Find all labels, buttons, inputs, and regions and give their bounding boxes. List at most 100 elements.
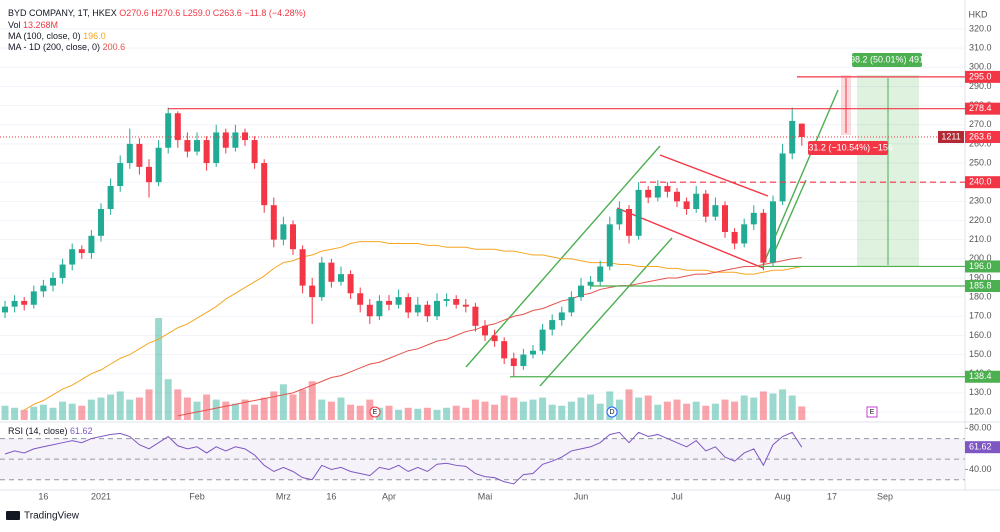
candle-body (635, 189, 642, 236)
volume-value: 13.268M (23, 20, 58, 30)
volume-bar (270, 391, 278, 420)
volume-bar (779, 389, 787, 420)
event-label: E (373, 409, 378, 416)
volume-bar (97, 397, 105, 420)
volume-bar (759, 391, 767, 420)
volume-bar (126, 399, 134, 420)
price-label: 295.0 (969, 71, 992, 81)
candle-body (731, 231, 738, 244)
candle-body (318, 262, 325, 298)
volume-bar (510, 397, 518, 420)
candle-body (280, 224, 287, 240)
candle-body (693, 193, 700, 210)
volume-bar (193, 401, 201, 420)
short-label: −31.2 (−10.54%) −156 (803, 142, 893, 152)
candle-body (491, 335, 498, 342)
price-label: 240.0 (969, 177, 992, 187)
volume-bar (798, 406, 806, 420)
candle-body (434, 300, 440, 317)
volume-bar (491, 404, 499, 420)
candle-body (549, 320, 556, 330)
event-icon[interactable] (369, 406, 381, 418)
ma200-value: 200.6 (103, 42, 126, 52)
candle-body (702, 193, 709, 217)
price-label: 138.4 (969, 371, 992, 381)
candle-body (616, 209, 623, 225)
price-label: 185.8 (969, 280, 992, 290)
candle-body (395, 297, 402, 305)
candle-body (722, 205, 728, 232)
volume-bar (318, 399, 326, 420)
candle-body (357, 293, 364, 305)
volume-bar (145, 389, 153, 420)
candle-body (770, 201, 776, 263)
volume-bar (78, 405, 86, 420)
moving-average (23, 241, 802, 411)
candle-body (520, 354, 527, 367)
volume-bar (260, 397, 268, 420)
y-tick-label: 160.0 (969, 330, 992, 340)
volume-bar (308, 381, 316, 420)
volume-bar (30, 406, 38, 420)
volume-bar (20, 409, 28, 420)
volume-bar (548, 404, 556, 420)
volume-bar (577, 397, 585, 420)
event-icon[interactable] (866, 406, 878, 418)
candle-body (674, 191, 680, 202)
price-label: 278.4 (969, 103, 992, 113)
event-label: E (870, 409, 875, 416)
candle-body (366, 304, 373, 317)
volume-bar (731, 401, 739, 420)
candle-body (453, 299, 460, 305)
x-tick-label: Mai (478, 491, 493, 501)
volume-bar (356, 405, 364, 420)
y-tick-label: 200.0 (969, 253, 992, 263)
volume-bar (11, 407, 19, 420)
y-tick-label: 120.0 (969, 406, 992, 416)
countdown: 1211 (941, 131, 960, 141)
rsi-value-box (965, 441, 1000, 454)
candle-body (203, 140, 210, 164)
y-tick-label: 250.0 (969, 157, 992, 167)
volume-bar (606, 391, 614, 420)
x-tick-label: 16 (326, 491, 336, 501)
candle-body (40, 285, 47, 292)
event-icon[interactable] (606, 406, 618, 418)
volume-bar (443, 407, 451, 420)
candle-body (530, 350, 536, 355)
moving-average (177, 257, 802, 417)
candle-body (11, 300, 18, 307)
volume-bar (587, 394, 595, 420)
volume-bar (481, 401, 489, 420)
candle-body (597, 266, 604, 282)
candle-body (645, 189, 652, 198)
legend-ma100: MA (100, close, 0) 196.0 (8, 31, 106, 41)
volume-bar (327, 401, 335, 420)
volume-bar (721, 399, 729, 420)
volume-bar (711, 403, 719, 420)
volume-bar (519, 401, 527, 420)
x-tick-label: Sep (877, 491, 893, 501)
y-tick-label: 210.0 (969, 234, 992, 244)
x-tick-label: 16 (38, 491, 48, 501)
y-tick-label: 290.0 (969, 81, 992, 91)
y-tick-label: 170.0 (969, 311, 992, 321)
rsi-name: RSI (14, close) (8, 426, 68, 436)
candle-body (213, 132, 220, 164)
volume-bar (107, 394, 115, 420)
candle-body (184, 140, 191, 152)
volume-bar (625, 389, 633, 420)
candle-body (510, 358, 517, 367)
candle-body (414, 304, 421, 313)
price-label-box (965, 260, 1000, 273)
y-tick-label: 230.0 (969, 196, 992, 206)
candle-body (376, 300, 383, 317)
x-tick-label: Jun (574, 491, 589, 501)
candle-body (760, 212, 767, 263)
candle-body (683, 201, 690, 210)
volume-bar (471, 399, 479, 420)
candle-body (270, 205, 277, 240)
x-tick-label: Apr (382, 491, 396, 501)
volume-bar (183, 397, 191, 420)
